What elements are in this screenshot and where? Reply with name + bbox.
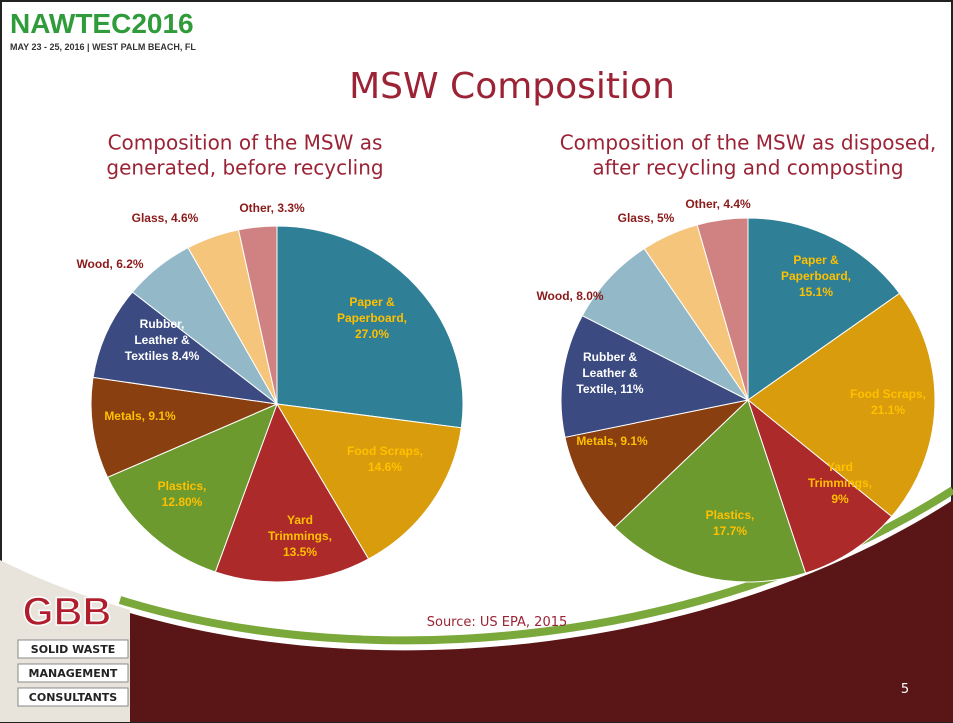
text-line: Rubber &	[583, 350, 637, 364]
data-label: Glass, 4.6%	[132, 211, 199, 225]
text-line: Plastics,	[158, 479, 207, 493]
logo-line: MANAGEMENT	[29, 667, 118, 680]
text-line: Textile, 11%	[576, 382, 643, 396]
text-line: Other, 4.4%	[685, 197, 751, 211]
text-line: 9%	[831, 492, 849, 506]
text-line: generated, before recycling	[106, 156, 383, 180]
text-line: Plastics,	[706, 508, 755, 522]
text-line: Yard	[827, 460, 853, 474]
chart-title: Composition of the MSW as disposed,after…	[560, 131, 937, 180]
data-label: Metals, 9.1%	[104, 409, 176, 423]
data-label: Metals, 9.1%	[576, 434, 648, 448]
data-label: Wood, 8.0%	[536, 289, 603, 303]
data-label: Other, 4.4%	[685, 197, 751, 211]
slide-title: MSW Composition	[349, 66, 675, 107]
text-line: 17.7%	[713, 524, 747, 538]
page: NAWTEC2016 MAY 23 - 25, 2016 | WEST PALM…	[0, 0, 953, 723]
text-line: Metals, 9.1%	[104, 409, 176, 423]
text-line: Metals, 9.1%	[576, 434, 648, 448]
text-line: 12.80%	[162, 495, 203, 509]
text-line: Paper &	[349, 295, 395, 309]
event-name: NAWTEC2016	[10, 8, 194, 39]
logo-line: SOLID WASTE	[31, 643, 115, 656]
text-line: Trimmings,	[268, 529, 332, 543]
text-line: Food Scraps,	[850, 387, 926, 401]
text-line: Leather &	[134, 333, 190, 347]
text-line: 21.1%	[871, 403, 905, 417]
logo-mark: GBB	[23, 590, 112, 634]
logo-line: CONSULTANTS	[29, 691, 118, 704]
text-line: 14.6%	[368, 460, 402, 474]
data-label: Other, 3.3%	[239, 201, 305, 215]
text-line: after recycling and composting	[592, 156, 903, 180]
slide: NAWTEC2016 MAY 23 - 25, 2016 | WEST PALM…	[0, 0, 953, 723]
text-line: Rubber,	[140, 317, 185, 331]
text-line: 27.0%	[355, 327, 389, 341]
text-line: Paperboard,	[337, 311, 407, 325]
text-line: Food Scraps,	[347, 444, 423, 458]
data-label: Glass, 5%	[618, 211, 675, 225]
text-line: Yard	[287, 513, 313, 527]
text-line: Paper &	[793, 253, 839, 267]
page-number: 5	[901, 682, 909, 697]
text-line: 13.5%	[283, 545, 317, 559]
text-line: Glass, 4.6%	[132, 211, 199, 225]
event-details: MAY 23 - 25, 2016 | WEST PALM BEACH, FL	[10, 42, 196, 52]
data-label: Wood, 6.2%	[76, 257, 143, 271]
text-line: Paperboard,	[781, 269, 851, 283]
text-line: Trimmings,	[808, 476, 872, 490]
text-line: Glass, 5%	[618, 211, 675, 225]
text-line: Composition of the MSW as	[108, 131, 383, 155]
text-line: Other, 3.3%	[239, 201, 305, 215]
text-line: 15.1%	[799, 285, 833, 299]
source-note: Source: US EPA, 2015	[427, 615, 568, 630]
data-label: Rubber & Leather & Textile, 11%	[576, 350, 643, 396]
text-line: Composition of the MSW as disposed,	[560, 131, 937, 155]
text-line: Wood, 8.0%	[536, 289, 603, 303]
text-line: Textiles 8.4%	[125, 349, 200, 363]
text-line: Leather &	[582, 366, 638, 380]
text-line: Wood, 6.2%	[76, 257, 143, 271]
